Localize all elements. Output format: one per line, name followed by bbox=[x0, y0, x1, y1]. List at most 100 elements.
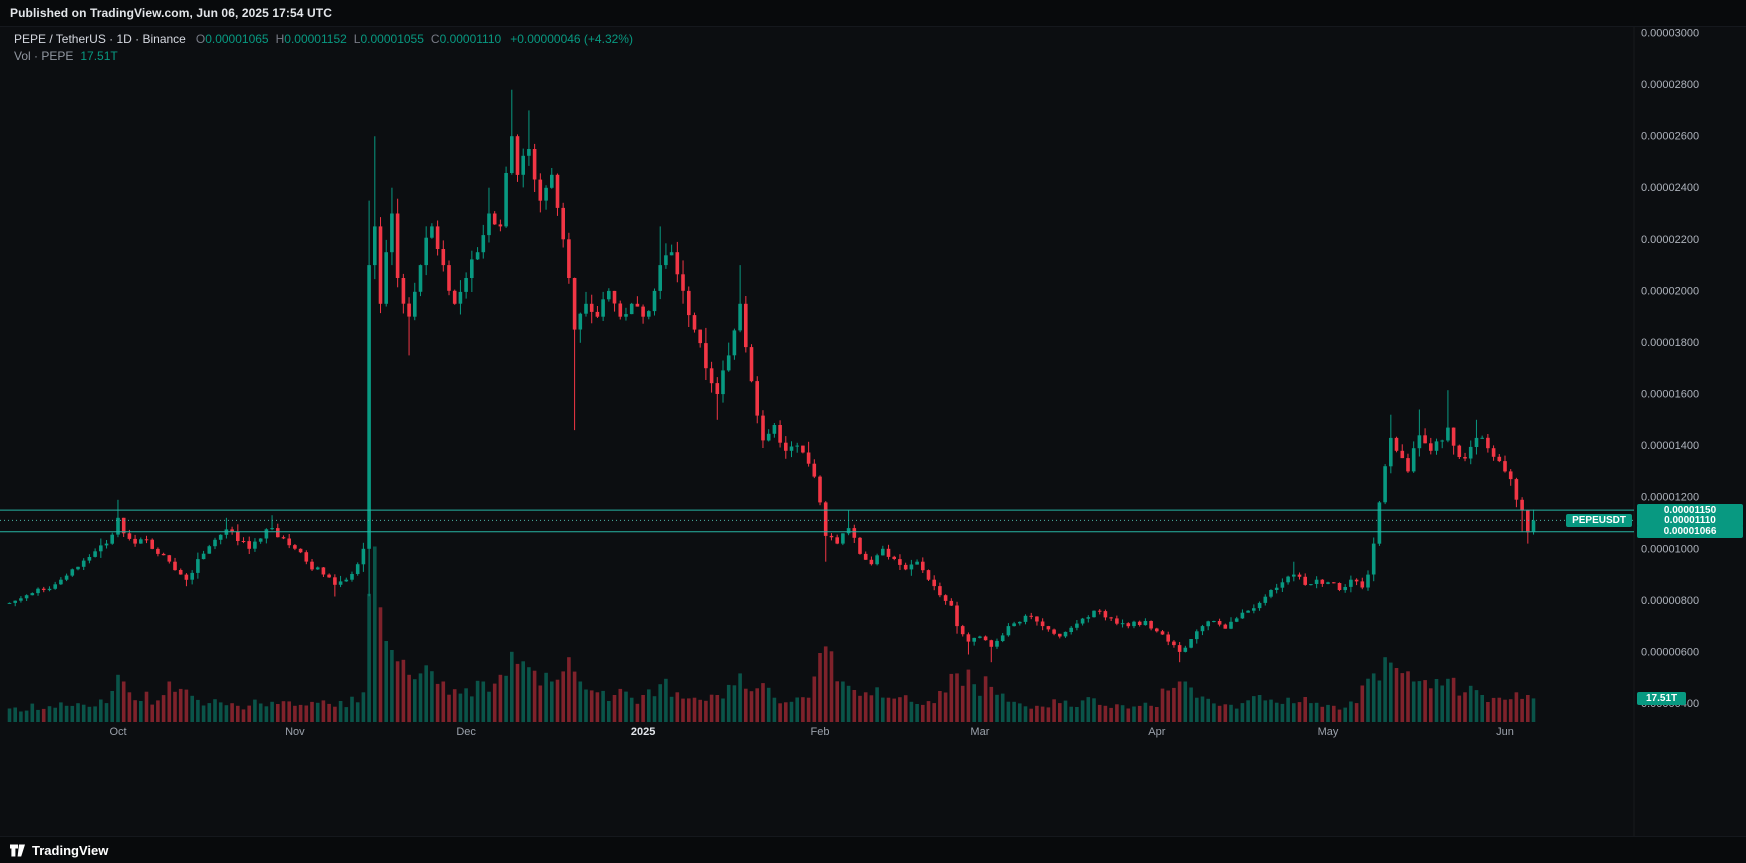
volume-bar bbox=[270, 701, 274, 723]
volume-bar bbox=[116, 674, 120, 723]
chart-area[interactable]: 0.00003000 0.00002800 0.00002600 0.00002400… bbox=[0, 27, 1746, 836]
candle bbox=[658, 226, 662, 300]
volume-bar bbox=[698, 699, 702, 722]
candle bbox=[715, 377, 720, 420]
candle bbox=[475, 247, 480, 260]
candle bbox=[395, 198, 400, 288]
volume-bar bbox=[738, 673, 742, 722]
candle bbox=[595, 306, 600, 318]
volume-bar bbox=[1503, 699, 1507, 722]
candle bbox=[258, 538, 263, 544]
candle bbox=[81, 558, 86, 570]
volume-bar bbox=[110, 691, 114, 722]
volume-bar bbox=[538, 685, 543, 722]
volume-bar bbox=[144, 691, 149, 722]
candle bbox=[1406, 453, 1410, 473]
volume-bar bbox=[1166, 690, 1170, 722]
volume-bar bbox=[1029, 708, 1033, 722]
volume-bar bbox=[1434, 679, 1439, 722]
volume-bar bbox=[1343, 707, 1347, 722]
volume-bar bbox=[943, 692, 948, 722]
candle bbox=[224, 517, 229, 539]
volume-bar bbox=[156, 700, 160, 722]
volume-bar bbox=[1115, 704, 1119, 722]
candle bbox=[778, 420, 782, 448]
candle bbox=[276, 523, 280, 538]
volume-bar bbox=[641, 695, 645, 722]
candle bbox=[1000, 633, 1005, 643]
candle bbox=[93, 548, 97, 558]
volume-bar bbox=[150, 704, 154, 722]
candle bbox=[133, 534, 137, 547]
candle bbox=[972, 637, 976, 646]
candle bbox=[390, 187, 394, 266]
candle bbox=[327, 573, 331, 578]
volume-bar bbox=[93, 706, 97, 722]
candle bbox=[1115, 615, 1119, 626]
candle bbox=[835, 534, 839, 545]
candle bbox=[584, 291, 588, 317]
volume-bar bbox=[1252, 696, 1256, 722]
volume-bar bbox=[618, 688, 623, 722]
volume-bar bbox=[612, 695, 617, 722]
candle bbox=[1411, 441, 1416, 473]
candle bbox=[281, 535, 286, 540]
volume-bar bbox=[932, 703, 936, 722]
candle bbox=[1183, 645, 1188, 653]
volume-bar bbox=[121, 681, 126, 722]
candle bbox=[1223, 623, 1228, 629]
candle bbox=[721, 360, 725, 403]
volume-bar bbox=[1234, 708, 1239, 722]
tradingview-logo-icon[interactable] bbox=[10, 844, 25, 857]
tradingview-wordmark[interactable]: TradingView bbox=[32, 842, 109, 858]
volume-bar bbox=[1269, 699, 1273, 722]
volume-bar bbox=[1377, 680, 1382, 722]
volume-bar bbox=[823, 646, 828, 722]
volume-bar bbox=[281, 701, 286, 722]
volume-bar bbox=[487, 691, 491, 722]
price-chart-canvas[interactable]: 0.00003000 0.00002800 0.00002600 0.00002400… bbox=[0, 27, 1746, 836]
candle bbox=[772, 423, 777, 438]
candle bbox=[926, 569, 931, 581]
volume-bar bbox=[475, 680, 480, 722]
candle bbox=[435, 220, 440, 256]
level-lines bbox=[0, 509, 1634, 533]
volume-bar bbox=[921, 704, 925, 722]
time-axis[interactable]: Oct Nov Dec 2025 Feb Mar Apr May Jun bbox=[109, 726, 1513, 738]
candle bbox=[424, 226, 428, 276]
volume-bar bbox=[709, 694, 714, 722]
candle bbox=[1103, 609, 1108, 621]
candle bbox=[515, 134, 520, 182]
volume-bar bbox=[544, 672, 548, 722]
candle bbox=[487, 187, 491, 243]
volume-bar bbox=[1360, 685, 1365, 722]
volume-bar bbox=[435, 683, 440, 722]
volume-bar bbox=[715, 695, 720, 722]
candle bbox=[578, 312, 583, 343]
volume-bar bbox=[361, 692, 366, 722]
volume-bar bbox=[749, 691, 754, 722]
candle bbox=[618, 300, 623, 320]
volume-bar bbox=[1137, 705, 1142, 722]
candle bbox=[1383, 464, 1387, 505]
candle bbox=[532, 143, 537, 192]
candle bbox=[378, 217, 383, 314]
candle bbox=[1200, 624, 1205, 636]
candle bbox=[1463, 452, 1467, 462]
volume-bar bbox=[852, 690, 857, 722]
volume-bar bbox=[367, 593, 371, 723]
volume-bar bbox=[213, 699, 217, 722]
price-tick-label: 0.00002400 bbox=[1641, 182, 1699, 194]
candle bbox=[1332, 582, 1336, 584]
volume-bar bbox=[224, 705, 229, 722]
volume-bar bbox=[1423, 680, 1427, 722]
price-axis[interactable]: 0.00003000 0.00002800 0.00002600 0.00002400… bbox=[1633, 27, 1699, 836]
candle bbox=[452, 289, 457, 305]
candle bbox=[41, 586, 46, 593]
volume-bar bbox=[1126, 708, 1131, 722]
volume-bar bbox=[350, 696, 354, 722]
candle bbox=[744, 296, 748, 353]
candle bbox=[806, 441, 811, 467]
candle bbox=[1349, 575, 1353, 593]
candle bbox=[1063, 631, 1068, 638]
